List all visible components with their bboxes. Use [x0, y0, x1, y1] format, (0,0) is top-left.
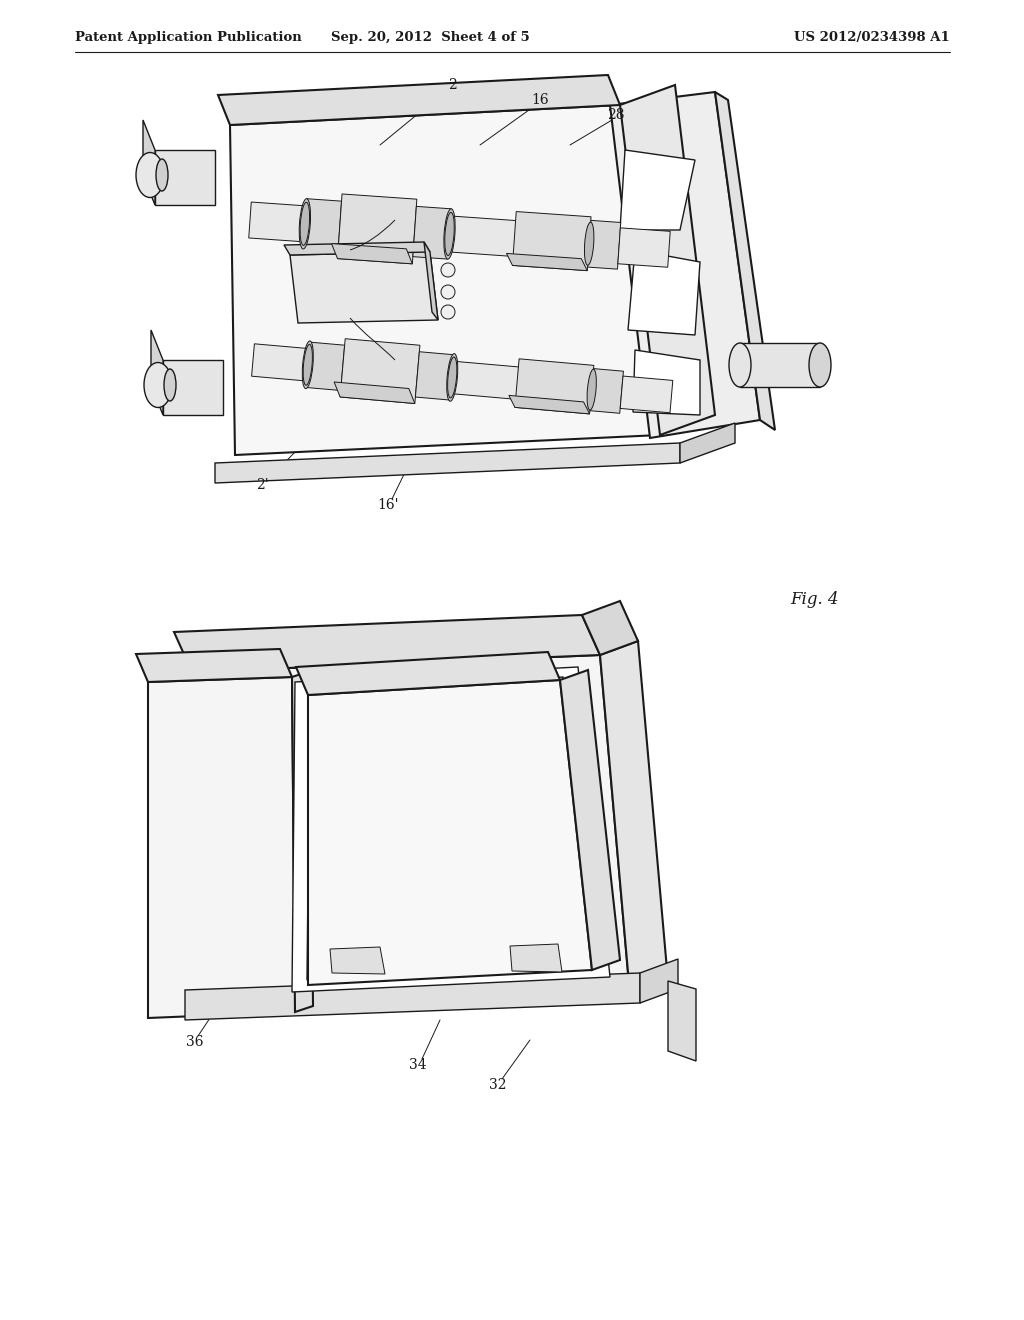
- Ellipse shape: [156, 158, 168, 191]
- Polygon shape: [590, 368, 624, 413]
- Polygon shape: [617, 228, 671, 267]
- Ellipse shape: [587, 370, 596, 411]
- Polygon shape: [307, 677, 594, 979]
- Polygon shape: [424, 242, 438, 319]
- Polygon shape: [668, 981, 696, 1061]
- Polygon shape: [560, 671, 620, 970]
- Polygon shape: [715, 92, 775, 430]
- Ellipse shape: [585, 222, 594, 265]
- Polygon shape: [680, 422, 735, 463]
- Polygon shape: [640, 960, 678, 1003]
- Polygon shape: [633, 350, 700, 414]
- Text: Fig. 4: Fig. 4: [790, 591, 839, 609]
- Polygon shape: [509, 396, 590, 414]
- Polygon shape: [306, 342, 345, 391]
- Ellipse shape: [809, 343, 831, 387]
- Polygon shape: [218, 75, 620, 125]
- Polygon shape: [215, 444, 680, 483]
- Polygon shape: [620, 150, 695, 230]
- Ellipse shape: [144, 363, 172, 408]
- Ellipse shape: [302, 341, 313, 388]
- Polygon shape: [292, 667, 610, 993]
- Polygon shape: [136, 649, 292, 682]
- Ellipse shape: [729, 343, 751, 387]
- Polygon shape: [510, 944, 562, 972]
- Ellipse shape: [441, 285, 455, 300]
- Polygon shape: [416, 351, 455, 400]
- Ellipse shape: [447, 356, 457, 397]
- Text: 2': 2': [256, 478, 268, 492]
- Polygon shape: [512, 211, 591, 271]
- Polygon shape: [740, 343, 820, 387]
- Polygon shape: [143, 120, 155, 205]
- Polygon shape: [334, 381, 415, 404]
- Polygon shape: [252, 343, 314, 381]
- Polygon shape: [628, 249, 700, 335]
- Polygon shape: [290, 252, 438, 323]
- Polygon shape: [449, 216, 520, 257]
- Ellipse shape: [443, 209, 456, 259]
- Ellipse shape: [300, 202, 309, 246]
- Ellipse shape: [444, 213, 455, 256]
- Text: 16': 16': [377, 498, 398, 512]
- Ellipse shape: [164, 370, 176, 401]
- Text: Sep. 20, 2012  Sheet 4 of 5: Sep. 20, 2012 Sheet 4 of 5: [331, 32, 529, 45]
- Text: 32: 32: [489, 1078, 507, 1092]
- Text: 28: 28: [607, 108, 625, 121]
- Polygon shape: [284, 242, 430, 255]
- Polygon shape: [588, 220, 621, 269]
- Polygon shape: [193, 655, 630, 1012]
- Text: 2: 2: [447, 78, 457, 92]
- Polygon shape: [185, 973, 640, 1020]
- Polygon shape: [507, 253, 588, 271]
- Text: 16: 16: [531, 92, 549, 107]
- Polygon shape: [155, 150, 215, 205]
- Polygon shape: [610, 92, 760, 438]
- Polygon shape: [413, 206, 452, 259]
- Polygon shape: [620, 84, 715, 436]
- Ellipse shape: [303, 345, 312, 385]
- Ellipse shape: [441, 263, 455, 277]
- Polygon shape: [621, 376, 673, 413]
- Text: 34: 34: [410, 1059, 427, 1072]
- Ellipse shape: [136, 153, 164, 198]
- Polygon shape: [332, 244, 413, 264]
- Polygon shape: [303, 199, 342, 251]
- Polygon shape: [600, 642, 668, 995]
- Polygon shape: [151, 330, 163, 414]
- Polygon shape: [451, 362, 523, 400]
- Polygon shape: [296, 652, 560, 696]
- Polygon shape: [338, 194, 417, 264]
- Polygon shape: [148, 677, 295, 1018]
- Polygon shape: [249, 202, 311, 242]
- Polygon shape: [515, 359, 594, 414]
- Polygon shape: [292, 671, 313, 1012]
- Text: 30: 30: [800, 345, 820, 366]
- Polygon shape: [340, 339, 420, 404]
- Text: US 2012/0234398 A1: US 2012/0234398 A1: [795, 32, 950, 45]
- Polygon shape: [308, 680, 592, 985]
- Polygon shape: [230, 106, 660, 455]
- Ellipse shape: [441, 305, 455, 319]
- Polygon shape: [330, 946, 385, 974]
- Text: Patent Application Publication: Patent Application Publication: [75, 32, 302, 45]
- Polygon shape: [582, 601, 638, 655]
- Ellipse shape: [299, 199, 310, 249]
- Text: 36: 36: [186, 1035, 204, 1049]
- Ellipse shape: [446, 354, 458, 401]
- Polygon shape: [174, 615, 600, 672]
- Polygon shape: [163, 360, 223, 414]
